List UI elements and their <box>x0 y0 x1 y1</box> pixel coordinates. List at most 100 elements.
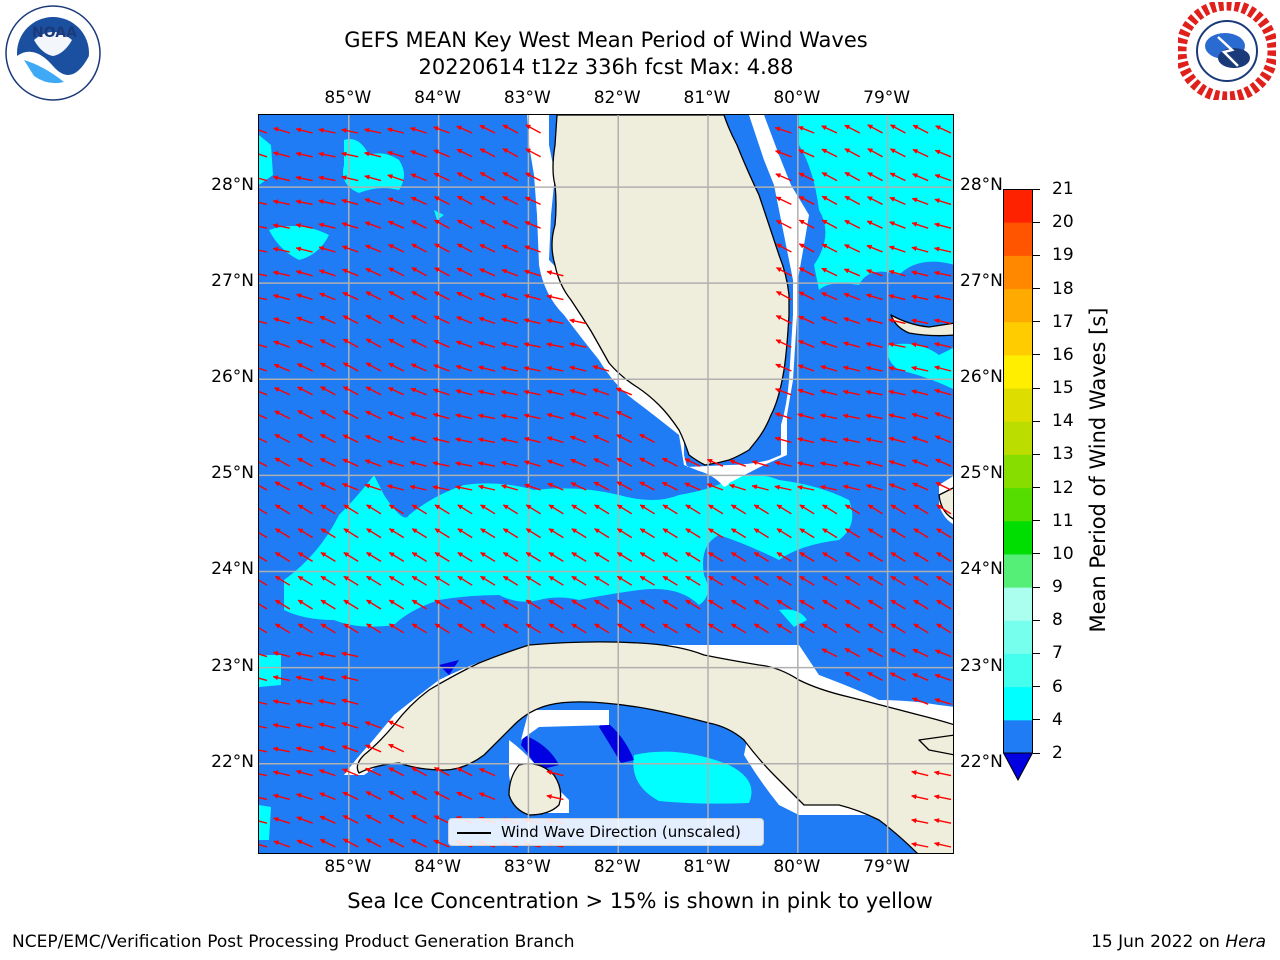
wind-wave-arrowhead <box>708 504 714 510</box>
wind-wave-arrowhead <box>295 199 302 205</box>
wind-wave-arrowhead <box>911 270 917 276</box>
lon-label-bottom: 83°W <box>503 857 551 877</box>
wind-wave-arrowhead <box>662 576 669 581</box>
lon-label-top: 83°W <box>503 88 551 108</box>
wind-wave-arrowhead <box>364 221 371 227</box>
wind-wave-arrowhead <box>911 697 918 703</box>
wind-wave-arrowhead <box>274 528 281 534</box>
wind-wave-arrowhead <box>729 459 736 465</box>
wind-wave-arrowhead <box>819 413 826 419</box>
wind-wave-arrowhead <box>318 769 325 775</box>
wind-wave-arrowhead <box>272 127 279 132</box>
wind-wave-arrowhead <box>410 196 417 202</box>
wind-wave-arrowhead <box>318 698 325 705</box>
wind-wave-arrowhead <box>342 410 349 416</box>
wind-wave-arrowhead <box>457 504 464 510</box>
wind-wave-arrowhead <box>318 127 324 133</box>
wind-wave-arrowhead <box>386 150 393 156</box>
wind-wave-arrowhead <box>366 576 372 581</box>
wind-wave-arrowhead <box>822 528 828 534</box>
wind-wave-arrowhead <box>523 460 530 466</box>
wind-wave-arrowhead <box>365 838 372 844</box>
wind-wave-arrowhead <box>616 481 623 487</box>
footer-credit: NCEP/EMC/Verification Post Processing Pr… <box>12 932 575 952</box>
wind-wave-arrowhead <box>913 528 920 534</box>
lat-label-left: 22°N <box>211 751 254 772</box>
wind-wave-arrowhead <box>457 552 464 558</box>
wind-wave-arrowhead <box>708 528 714 534</box>
wind-wave-arrowhead <box>386 127 393 133</box>
wind-wave-arrowhead <box>273 363 280 369</box>
wind-wave-arrow <box>259 177 268 182</box>
wind-wave-arrowhead <box>912 649 919 654</box>
colorbar-tick-mark <box>1033 420 1040 422</box>
wind-wave-arrowhead <box>274 457 281 463</box>
wind-wave-arrowhead <box>387 460 393 465</box>
lon-label-top: 79°W <box>863 88 911 108</box>
wind-wave-arrowhead <box>479 220 486 225</box>
wind-wave-arrowhead <box>273 340 280 346</box>
map-legend: Wind Wave Direction (unscaled) <box>448 818 764 846</box>
wind-wave-arrowhead <box>480 552 486 558</box>
wind-wave-arrowhead <box>798 315 805 321</box>
wind-wave-arrowhead <box>592 365 598 370</box>
wind-wave-arrowhead <box>819 437 826 443</box>
wind-wave-arrowhead <box>820 292 827 297</box>
wind-wave-arrowhead <box>296 839 303 845</box>
wind-wave-arrowhead <box>388 314 395 320</box>
wind-wave-arrowhead <box>319 815 326 821</box>
wind-wave-arrow <box>259 367 268 372</box>
wind-wave-arrowhead <box>318 651 324 657</box>
lon-label-bottom: 82°W <box>593 857 641 877</box>
wind-wave-arrowhead <box>797 437 803 443</box>
wind-wave-arrowhead <box>272 293 279 299</box>
lon-label-bottom: 84°W <box>414 857 462 877</box>
wind-wave-arrowhead <box>911 770 917 776</box>
colorbar <box>1003 189 1033 781</box>
lon-label-top: 84°W <box>414 88 462 108</box>
wind-wave-arrowhead <box>911 246 918 252</box>
wind-wave-arrowhead <box>935 482 942 487</box>
wind-wave-arrowhead <box>730 528 737 534</box>
wind-wave-arrowhead <box>593 481 600 487</box>
wind-wave-arrowhead <box>480 576 486 581</box>
wind-wave-arrowhead <box>456 292 463 297</box>
wind-wave-arrowhead <box>913 599 920 605</box>
wind-wave-arrowhead <box>365 338 372 344</box>
wind-wave-arrowhead <box>865 460 872 466</box>
wind-wave-arrowhead <box>456 243 463 249</box>
wind-wave-arrowhead <box>432 388 439 394</box>
wind-wave-arrowhead <box>890 576 897 581</box>
wind-wave-arrowhead <box>273 817 279 823</box>
wind-wave-arrowhead <box>888 389 894 395</box>
colorbar-segment <box>1003 388 1033 422</box>
wind-wave-arrowhead <box>434 504 441 510</box>
wind-wave-arrowhead <box>662 623 669 629</box>
wind-wave-arrowhead <box>910 842 917 848</box>
wind-wave-arrowhead <box>571 576 578 581</box>
wind-wave-arrowhead <box>797 126 804 131</box>
colorbar-tick-label: 2 <box>1052 743 1063 763</box>
wind-wave-arrowhead <box>797 388 804 394</box>
wind-wave-arrowhead <box>933 841 940 847</box>
wind-wave-arrowhead <box>523 413 530 419</box>
lat-label-right: 27°N <box>960 271 1003 292</box>
wind-wave-arrowhead <box>842 413 849 419</box>
wind-wave-arrowhead <box>525 124 532 130</box>
wind-wave-arrowhead <box>296 340 303 345</box>
wind-wave-arrowhead <box>889 648 896 654</box>
wind-wave-arrowhead <box>478 316 485 322</box>
wind-wave-arrowhead <box>821 148 828 154</box>
wind-wave-arrowhead <box>774 484 780 490</box>
wind-wave-arrowhead <box>411 504 418 510</box>
wind-wave-arrowhead <box>775 173 782 179</box>
wind-wave-arrowhead <box>570 482 577 488</box>
wind-wave-arrowhead <box>295 223 302 229</box>
wind-wave-arrowhead <box>477 413 484 419</box>
wind-wave-arrowhead <box>388 576 395 581</box>
wind-wave-arrowhead <box>616 623 623 629</box>
wind-wave-arrowhead <box>546 412 553 418</box>
wind-wave-arrowhead <box>890 528 897 534</box>
wind-wave-arrowhead <box>479 244 486 249</box>
wind-wave-arrowhead <box>411 599 418 605</box>
